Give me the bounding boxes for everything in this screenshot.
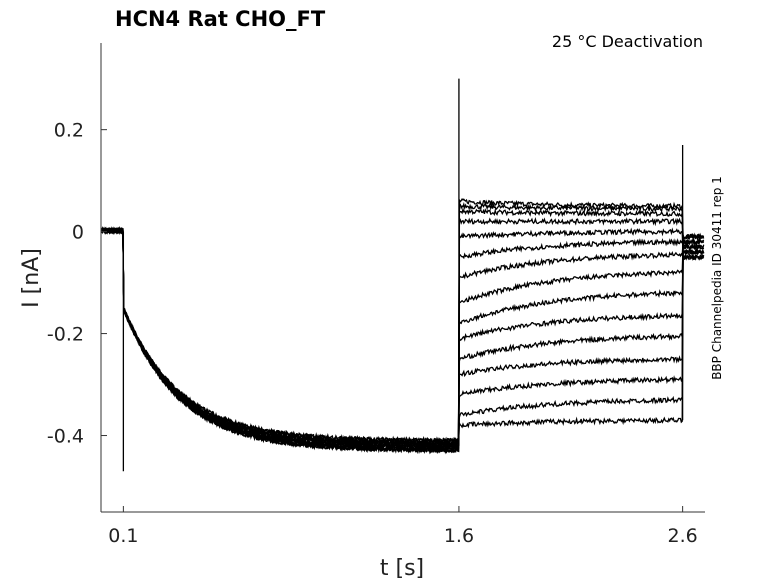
current-traces [100,197,705,455]
current-trace [101,227,705,448]
y-tick-label: -0.2 [47,324,84,346]
y-axis-ticks: 0.2 0 -0.2 -0.4 [47,120,107,448]
capacitive-transients [122,78,684,472]
y-tick-label: -0.4 [47,426,84,448]
current-trace [100,226,705,449]
chart-title: HCN4 Rat CHO_FT [115,7,326,31]
y-tick-label: 0 [72,222,84,244]
y-axis-label: I [nA] [19,248,44,308]
x-tick-label: 2.6 [668,525,698,547]
condition-annotation: 25 °C Deactivation [552,32,703,51]
x-tick-label: 1.6 [444,525,474,547]
x-tick-label: 0.1 [108,525,138,547]
x-axis-ticks: 0.1 1.6 2.6 [108,506,698,547]
current-trace [101,201,705,452]
current-trace [100,226,705,448]
current-trace [101,227,705,451]
channelpedia-id-label: BBP Channelpedia ID 30411 rep 1 [710,176,724,380]
x-axis-label: t [s] [380,556,424,581]
y-tick-label: 0.2 [54,120,84,142]
current-trace [100,197,705,455]
